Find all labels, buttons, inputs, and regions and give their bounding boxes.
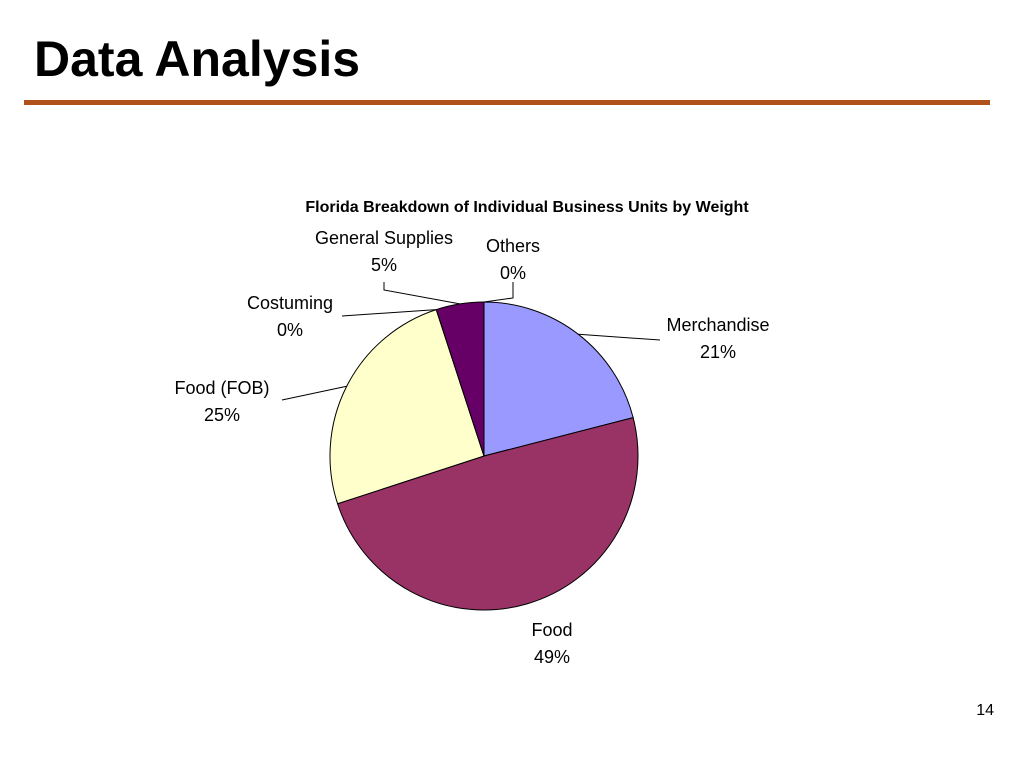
pie-slices xyxy=(329,301,639,611)
slice-label-general-supplies: General Supplies xyxy=(315,228,453,248)
leader-lines xyxy=(281,282,661,401)
slice-label-others: Others xyxy=(486,236,540,256)
slice-percent-general-supplies: 5% xyxy=(371,255,397,275)
slice-percent-food: 49% xyxy=(534,647,570,667)
title-rule xyxy=(24,100,990,105)
slice-percent-others: 0% xyxy=(500,263,526,283)
leader-line-food-fob xyxy=(281,385,347,401)
slice-label-food-fob: Food (FOB) xyxy=(174,378,269,398)
slice-label-costuming: Costuming xyxy=(247,293,333,313)
slice-percent-costuming: 0% xyxy=(277,320,303,340)
leader-line-merchandise xyxy=(578,333,661,341)
leader-line-costuming xyxy=(341,309,437,317)
pie-slice-food-fob xyxy=(329,308,485,505)
pie-slice-food xyxy=(336,417,639,611)
slice-label-food: Food xyxy=(531,620,572,640)
leader-line-general-supplies xyxy=(383,282,460,305)
slice-percent-food-fob: 25% xyxy=(204,405,240,425)
page-number: 14 xyxy=(976,702,994,719)
chart-title: Florida Breakdown of Individual Business… xyxy=(305,199,749,216)
slice-percent-merchandise: 21% xyxy=(700,342,736,362)
slide-title: Data Analysis xyxy=(34,31,361,87)
slice-label-merchandise: Merchandise xyxy=(666,315,769,335)
leader-line-others xyxy=(483,282,514,303)
